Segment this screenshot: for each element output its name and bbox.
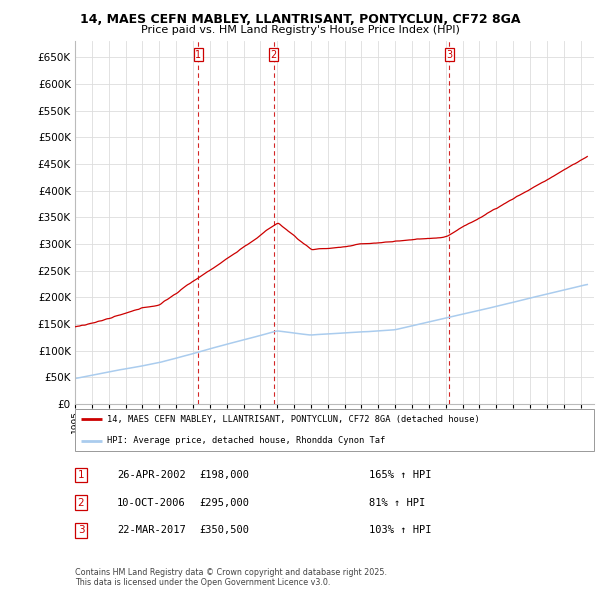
Text: Price paid vs. HM Land Registry's House Price Index (HPI): Price paid vs. HM Land Registry's House …	[140, 25, 460, 35]
Text: 26-APR-2002: 26-APR-2002	[117, 470, 186, 480]
Text: 1: 1	[195, 50, 202, 60]
Text: 14, MAES CEFN MABLEY, LLANTRISANT, PONTYCLUN, CF72 8GA (detached house): 14, MAES CEFN MABLEY, LLANTRISANT, PONTY…	[107, 415, 480, 424]
Text: 103% ↑ HPI: 103% ↑ HPI	[369, 526, 431, 535]
FancyBboxPatch shape	[75, 409, 594, 451]
Text: 3: 3	[446, 50, 452, 60]
Text: 2: 2	[271, 50, 277, 60]
Text: 81% ↑ HPI: 81% ↑ HPI	[369, 498, 425, 507]
Text: 165% ↑ HPI: 165% ↑ HPI	[369, 470, 431, 480]
Text: 22-MAR-2017: 22-MAR-2017	[117, 526, 186, 535]
Text: HPI: Average price, detached house, Rhondda Cynon Taf: HPI: Average price, detached house, Rhon…	[107, 436, 385, 445]
Text: £198,000: £198,000	[199, 470, 249, 480]
Text: 14, MAES CEFN MABLEY, LLANTRISANT, PONTYCLUN, CF72 8GA: 14, MAES CEFN MABLEY, LLANTRISANT, PONTY…	[80, 13, 520, 26]
Text: 2: 2	[77, 498, 85, 507]
Text: Contains HM Land Registry data © Crown copyright and database right 2025.
This d: Contains HM Land Registry data © Crown c…	[75, 568, 387, 587]
Text: 10-OCT-2006: 10-OCT-2006	[117, 498, 186, 507]
Text: £295,000: £295,000	[199, 498, 249, 507]
Text: £350,500: £350,500	[199, 526, 249, 535]
Text: 1: 1	[77, 470, 85, 480]
Text: 3: 3	[77, 526, 85, 535]
